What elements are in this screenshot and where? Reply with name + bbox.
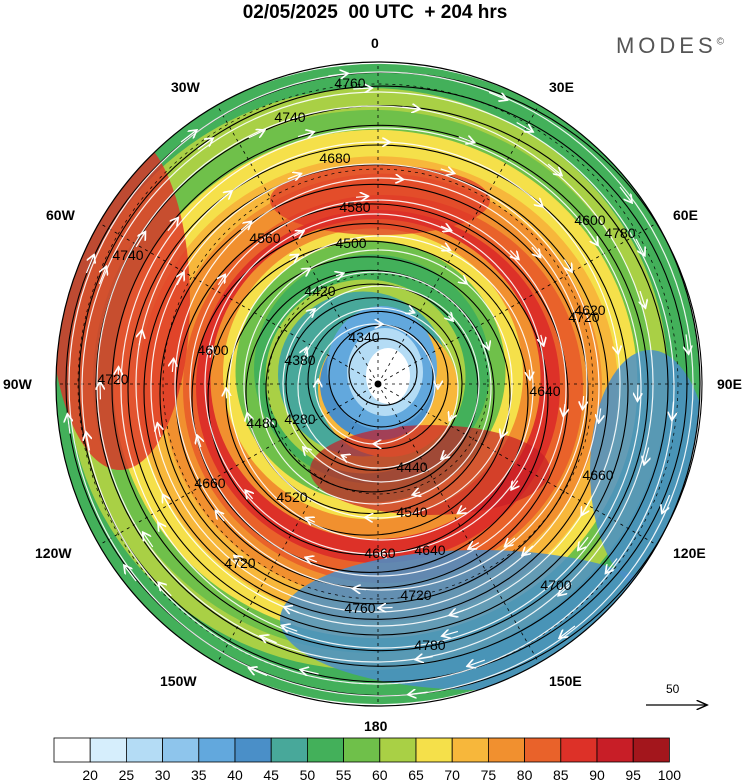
contour-label: 4660 xyxy=(582,467,613,483)
lon-label-180: 180 xyxy=(364,718,387,734)
colorbar-swatch xyxy=(525,738,561,762)
lon-label-90e: 90E xyxy=(717,376,742,392)
lon-label-150w: 150W xyxy=(160,673,197,689)
contour-label: 4520 xyxy=(276,489,307,505)
lon-label-150e: 150E xyxy=(549,673,582,689)
streamline-arrow xyxy=(226,389,227,398)
contour-label: 4720 xyxy=(400,587,431,603)
colorbar-swatch xyxy=(633,738,669,762)
colorbar-swatch xyxy=(561,738,597,762)
contour-label: 4540 xyxy=(396,504,427,520)
colorbar-swatch xyxy=(126,738,162,762)
contour-label: 4720 xyxy=(224,555,255,571)
colorbar-swatch xyxy=(416,738,452,762)
contour-label: 4780 xyxy=(604,225,635,241)
lon-label-60w: 60W xyxy=(46,207,75,223)
north-pole-marker xyxy=(375,381,382,388)
streamline-arrow xyxy=(529,370,530,379)
colorbar-tick-label: 80 xyxy=(505,767,545,783)
colorbar-swatch xyxy=(199,738,235,762)
contour-label: 4640 xyxy=(414,542,445,558)
colorbar-tick-label: 35 xyxy=(179,767,219,783)
colorbar-tick-label: 20 xyxy=(70,767,110,783)
contour-label: 4680 xyxy=(319,150,350,166)
colorbar-tick-label: 95 xyxy=(613,767,653,783)
contour-label: 4500 xyxy=(335,235,366,251)
colorbar-swatch xyxy=(90,738,126,762)
wind-speed-band xyxy=(366,348,410,404)
colorbar-swatch xyxy=(488,738,524,762)
contour-label: 4440 xyxy=(396,459,427,475)
colorbar-tick-label: 45 xyxy=(251,767,291,783)
contour-label: 4660 xyxy=(364,545,395,561)
lon-label-30w: 30W xyxy=(171,79,200,95)
colorbar-tick-label: 65 xyxy=(396,767,436,783)
contour-label: 4760 xyxy=(344,600,375,616)
contour-label: 4620 xyxy=(574,302,605,318)
colorbar-swatch xyxy=(380,738,416,762)
lon-label-30e: 30E xyxy=(549,79,574,95)
contour-label: 4380 xyxy=(284,352,315,368)
lon-label-60e: 60E xyxy=(673,207,698,223)
colorbar-tick-label: 90 xyxy=(577,767,617,783)
contour-label: 4640 xyxy=(529,383,560,399)
colorbar-tick-label: 30 xyxy=(143,767,183,783)
colorbar-swatch xyxy=(597,738,633,762)
colorbar-swatch xyxy=(54,738,90,762)
colorbar-tick-label: 55 xyxy=(324,767,364,783)
contour-label: 4340 xyxy=(348,329,379,345)
colorbar-swatch xyxy=(163,738,199,762)
contour-label: 4740 xyxy=(112,247,143,263)
contour-label: 4740 xyxy=(274,109,305,125)
colorbar-tick-label: 50 xyxy=(287,767,327,783)
lon-label-120w: 120W xyxy=(35,545,72,561)
colorbar-tick-label: 40 xyxy=(215,767,255,783)
lon-label-0: 0 xyxy=(371,35,379,51)
contour-label: 4760 xyxy=(334,75,365,91)
colorbar-tick-label: 75 xyxy=(468,767,508,783)
colorbar-tick-label: 100 xyxy=(649,767,689,783)
contour-label: 4600 xyxy=(574,212,605,228)
contour-label: 4720 xyxy=(97,371,128,387)
colorbar-tick-label: 60 xyxy=(360,767,400,783)
colorbar-tick-label: 70 xyxy=(432,767,472,783)
colorbar-swatch xyxy=(271,738,307,762)
colorbar-tick-label: 25 xyxy=(106,767,146,783)
colorbar-tick-label: 85 xyxy=(541,767,581,783)
contour-label: 4580 xyxy=(339,199,370,215)
colorbar-swatch xyxy=(235,738,271,762)
contour-label: 4480 xyxy=(246,415,277,431)
lon-label-90w: 90W xyxy=(3,376,32,392)
contour-label: 4660 xyxy=(194,475,225,491)
contour-label: 4780 xyxy=(414,637,445,653)
colorbar xyxy=(54,738,669,762)
lon-label-120e: 120E xyxy=(673,545,706,561)
contour-label: 4700 xyxy=(540,577,571,593)
colorbar-swatch xyxy=(344,738,380,762)
contour-label: 4560 xyxy=(249,230,280,246)
colorbar-swatch xyxy=(307,738,343,762)
scale-vector-label: 50 xyxy=(666,682,679,696)
contour-label: 4280 xyxy=(284,411,315,427)
contour-label: 4600 xyxy=(197,342,228,358)
colorbar-swatch xyxy=(452,738,488,762)
contour-label: 4420 xyxy=(304,283,335,299)
